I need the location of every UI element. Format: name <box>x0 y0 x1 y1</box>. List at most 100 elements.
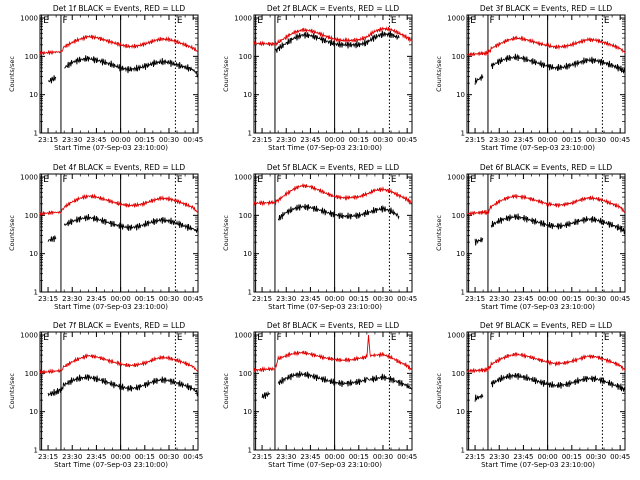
x-tick-label: 00:30 <box>159 453 179 461</box>
x-axis-label: Start Time (07-Sep-03 23:10:00) <box>481 303 595 311</box>
y-tick-label: 100 <box>239 212 252 220</box>
event-marker-label: F <box>489 16 494 26</box>
x-tick-label: 00:30 <box>586 453 606 461</box>
x-tick-label: 23:30 <box>489 453 509 461</box>
plot-frame <box>466 331 626 451</box>
y-axis-label: Counts/sec <box>435 373 443 409</box>
y-tick-label: 100 <box>239 53 252 61</box>
chart-panel-2: Det 2f BLACK = Events, RED = LLD 1 10 100 10… <box>222 4 417 152</box>
event-marker-label: F <box>276 333 281 343</box>
x-tick-label: 00:15 <box>349 453 369 461</box>
chart-title: Det 6f BLACK = Events, RED = LLD <box>480 163 613 172</box>
x-axis-label: Start Time (07-Sep-03 23:10:00) <box>54 303 168 311</box>
chart-panel-8: Det 8f BLACK = Events, RED = LLD 1 10 100 10… <box>222 321 417 469</box>
x-tick-label: 23:15 <box>465 295 485 303</box>
x-tick-label: 00:45 <box>610 136 630 144</box>
x-tick-label: 23:15 <box>38 136 58 144</box>
x-tick-label: 23:45 <box>86 136 106 144</box>
y-axis-label: Counts/sec <box>8 215 16 251</box>
x-axis-label: Start Time (07-Sep-03 23:10:00) <box>268 144 382 152</box>
event-marker-label: E <box>43 16 49 26</box>
y-axis-label: Counts/sec <box>8 56 16 92</box>
lld-series-line <box>39 34 199 56</box>
y-tick-label: 10 <box>243 250 252 258</box>
y-tick-label: 1 <box>461 289 465 297</box>
y-tick-label: 1000 <box>20 174 38 182</box>
y-axis-label: Counts/sec <box>435 215 443 251</box>
x-axis-label: Start Time (07-Sep-03 23:10:00) <box>481 144 595 152</box>
chart-title: Det 8f BLACK = Events, RED = LLD <box>267 321 400 330</box>
event-marker-label: E <box>391 175 397 185</box>
lld-series-line <box>466 35 626 57</box>
event-marker-label: F <box>62 175 67 185</box>
event-marker-label: E <box>257 333 263 343</box>
chart-title: Det 3f BLACK = Events, RED = LLD <box>480 4 613 13</box>
y-tick-label: 100 <box>452 212 465 220</box>
event-marker-label: F <box>276 16 281 26</box>
events-series-line <box>490 53 626 74</box>
x-tick-label: 23:45 <box>86 295 106 303</box>
plot-frame <box>253 331 413 451</box>
x-tick-label: 23:45 <box>300 136 320 144</box>
x-tick-label: 00:00 <box>111 295 131 303</box>
event-marker-label: F <box>489 333 494 343</box>
lld-series-line <box>253 334 413 373</box>
x-tick-label: 23:30 <box>62 295 82 303</box>
events-series-line <box>474 237 484 246</box>
x-axis-label: Start Time (07-Sep-03 23:10:00) <box>268 303 382 311</box>
x-tick-label: 00:30 <box>373 295 393 303</box>
x-tick-label: 00:30 <box>586 136 606 144</box>
y-tick-label: 1000 <box>447 174 465 182</box>
event-marker-label: E <box>257 16 263 26</box>
y-tick-label: 1 <box>34 130 38 138</box>
x-tick-label: 23:45 <box>300 453 320 461</box>
x-tick-label: 00:15 <box>135 453 155 461</box>
plot-frame <box>466 173 626 293</box>
x-tick-label: 23:30 <box>276 453 296 461</box>
events-series-line <box>474 393 484 402</box>
x-tick-label: 23:15 <box>38 295 58 303</box>
lld-series-line <box>39 193 199 216</box>
event-marker-label: E <box>470 175 476 185</box>
y-tick-label: 1 <box>461 130 465 138</box>
x-tick-label: 00:00 <box>111 136 131 144</box>
event-marker-label: F <box>489 175 494 185</box>
lld-series-line <box>466 352 626 374</box>
event-marker-label: E <box>604 333 610 343</box>
x-tick-label: 23:30 <box>276 295 296 303</box>
events-series-line <box>277 370 413 390</box>
x-axis-label: Start Time (07-Sep-03 23:10:00) <box>268 461 382 469</box>
plot-frame <box>39 173 199 293</box>
y-tick-label: 1000 <box>447 15 465 23</box>
x-tick-label: 00:15 <box>349 136 369 144</box>
y-tick-label: 10 <box>29 250 38 258</box>
lld-series-line <box>253 183 413 207</box>
y-axis-label: Counts/sec <box>222 215 230 251</box>
event-marker-label: E <box>604 16 610 26</box>
x-axis-label: Start Time (07-Sep-03 23:10:00) <box>54 461 168 469</box>
x-tick-label: 23:45 <box>513 453 533 461</box>
event-marker-label: E <box>470 333 476 343</box>
chart-title: Det 2f BLACK = Events, RED = LLD <box>267 4 400 13</box>
chart-panel-7: Det 7f BLACK = Events, RED = LLD 1 10 100 10… <box>8 321 203 469</box>
event-marker-label: F <box>276 175 281 185</box>
x-tick-label: 00:45 <box>183 453 203 461</box>
plot-frame <box>39 331 199 451</box>
x-tick-label: 23:30 <box>62 453 82 461</box>
y-tick-label: 100 <box>25 212 38 220</box>
x-tick-label: 00:15 <box>562 295 582 303</box>
events-series-line <box>474 74 484 85</box>
x-tick-label: 00:00 <box>111 453 131 461</box>
x-tick-label: 23:15 <box>252 136 272 144</box>
event-marker-label: E <box>177 175 183 185</box>
chart-panel-9: Det 9f BLACK = Events, RED = LLD 1 10 100 10… <box>435 321 630 469</box>
y-tick-label: 1000 <box>234 174 252 182</box>
y-tick-label: 100 <box>25 53 38 61</box>
event-marker-label: E <box>177 16 183 26</box>
x-axis-label: Start Time (07-Sep-03 23:10:00) <box>54 144 168 152</box>
event-marker-label: E <box>604 175 610 185</box>
y-tick-label: 10 <box>456 250 465 258</box>
x-tick-label: 00:45 <box>397 295 417 303</box>
x-tick-label: 23:45 <box>513 136 533 144</box>
events-series-line <box>47 235 57 243</box>
